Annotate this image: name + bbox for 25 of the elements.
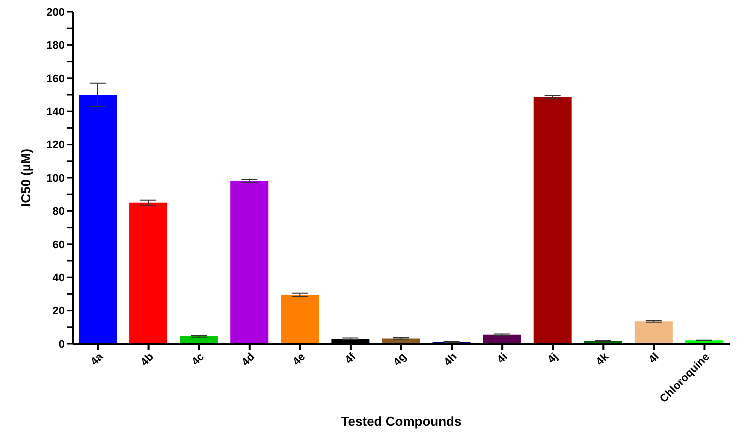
x-axis-title: Tested Compounds — [341, 414, 462, 429]
x-tick-label: 4g — [392, 351, 410, 369]
y-axis-title: IC50 (µM) — [18, 148, 34, 208]
x-tick-label: 4b — [138, 350, 157, 369]
y-tick-label: 40 — [52, 272, 65, 285]
y-tick-label: 80 — [52, 206, 65, 218]
x-tick-label: 4j — [546, 351, 561, 366]
y-tick-label: 20 — [52, 306, 65, 318]
y-tick-label: 200 — [46, 6, 65, 19]
y-tick-label: 180 — [46, 40, 65, 52]
y-tick-label: 60 — [52, 239, 65, 252]
x-tick-label: 4a — [88, 350, 107, 368]
x-tick-label: 4f — [343, 350, 359, 367]
x-tick-label: 4c — [190, 351, 207, 368]
y-tick-label: 100 — [46, 172, 65, 185]
x-tick-label: 4i — [495, 351, 510, 366]
y-tick-label: 120 — [46, 140, 65, 152]
x-tick-label: 4e — [290, 351, 308, 368]
x-tick-label: 4d — [240, 351, 258, 369]
x-tick-label: 4h — [442, 350, 460, 369]
y-tick-label: 140 — [46, 106, 65, 119]
y-tick-label: 160 — [46, 73, 65, 86]
x-tick-label: 4l — [646, 351, 662, 366]
y-tick-label: 0 — [58, 338, 65, 351]
x-tick-label: 4k — [594, 350, 612, 368]
